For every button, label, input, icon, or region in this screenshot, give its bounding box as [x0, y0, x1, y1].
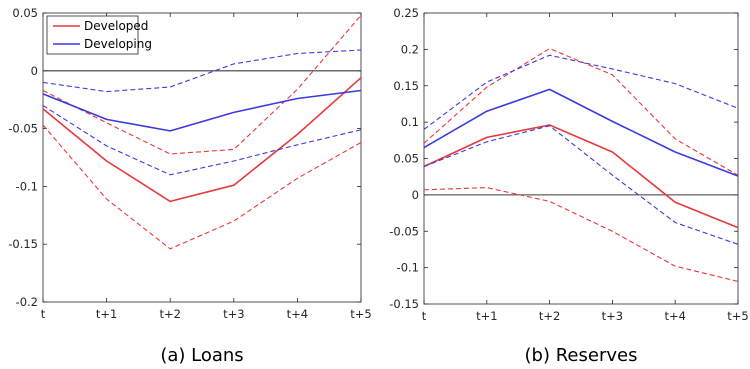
loans-ytick-label: -0.2 [16, 295, 38, 309]
reserves-series-developing-band-5 [423, 125, 739, 245]
loans-xtick-label: t+4 [287, 307, 308, 321]
reserves-series-developing-band-4 [423, 54, 739, 130]
loans-xtick-label: t+1 [96, 307, 117, 321]
reserves-ytick-label: 0.1 [401, 115, 419, 129]
legend: Developed Developing [46, 15, 152, 55]
reserves-ytick-label: -0.05 [389, 224, 419, 238]
reserves-series-developed-band-2 [423, 187, 739, 282]
reserves-ytick-label: 0 [412, 188, 419, 202]
loans-series-developing-band-4 [42, 49, 362, 93]
loans-xtick-label: t [41, 307, 46, 321]
legend-label-developing: Developing [84, 37, 152, 51]
reserves-caption: (b) Reserves [525, 345, 638, 366]
loans-xtick-label: t+5 [350, 307, 371, 321]
loans-ytick-label: -0.1 [16, 179, 38, 193]
reserves-xtick-label: t+1 [476, 309, 497, 323]
reserves-ytick-label: -0.1 [397, 261, 419, 275]
loans-series-developed-band-1 [42, 14, 362, 155]
reserves-ytick-label: 0.15 [393, 79, 419, 93]
loans-xtick-label: t+2 [159, 307, 180, 321]
reserves-series-developed-band-1 [423, 48, 739, 176]
reserves-ytick-label: 0.2 [401, 42, 419, 56]
reserves-ytick-label: 0.05 [393, 152, 419, 166]
reserves-series-developing-estimate [423, 88, 739, 177]
reserves-xtick-label: t+4 [664, 309, 685, 323]
legend-box [46, 15, 139, 55]
reserves-ytick-label: 0.25 [393, 6, 419, 20]
loans-caption: (a) Loans [160, 345, 243, 366]
reserves-ytick-label: -0.15 [389, 297, 419, 311]
loans-ytick-label: -0.15 [8, 237, 38, 251]
loans-ytick-label: 0.05 [12, 6, 38, 20]
reserves-xtick-label: t [422, 309, 427, 323]
loans-series-developed-estimate [42, 77, 362, 203]
reserves-xtick-label: t+5 [727, 309, 748, 323]
loans-series-developing-estimate [42, 89, 362, 132]
reserves-panel: -0.15 -0.1 -0.05 0 0.05 0.1 0.15 0.2 0.25 t t+1 t+2… [389, 6, 749, 366]
loans-ytick-label: 0 [31, 64, 38, 78]
loans-series-developed-band-2 [42, 124, 362, 250]
reserves-series-developed-estimate [423, 124, 739, 229]
reserves-xtick-label: t+2 [539, 309, 560, 323]
reserves-xtick-label: t+3 [602, 309, 623, 323]
loans-series-developing-band-5 [42, 105, 362, 176]
loans-plot-frame [42, 12, 362, 303]
legend-label-developed: Developed [84, 19, 148, 33]
loans-xtick-label: t+3 [223, 307, 244, 321]
loans-ytick-label: -0.05 [8, 122, 38, 136]
